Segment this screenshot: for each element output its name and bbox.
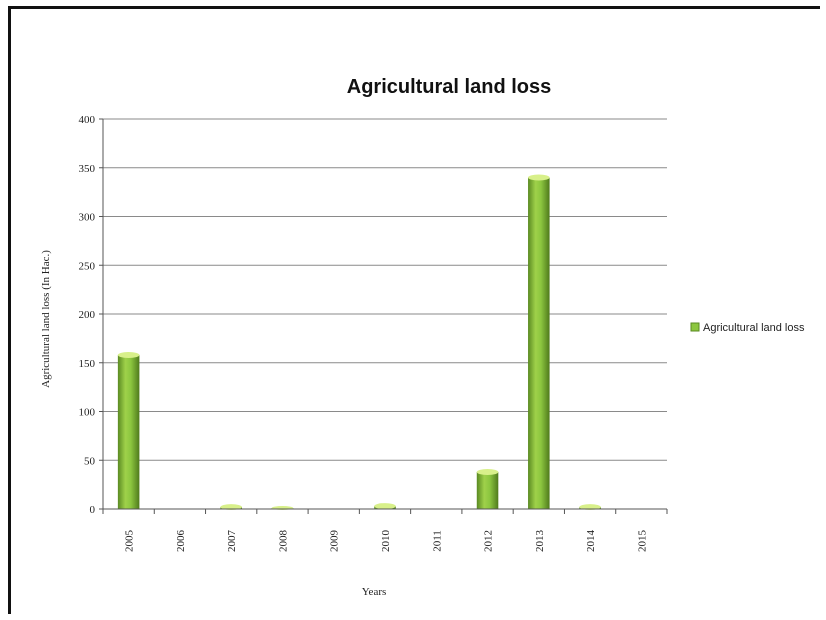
bar-2012 — [476, 468, 499, 509]
bar — [528, 177, 550, 509]
chart-frame: Agricultural land loss 0 50 100 150 200 250 30… — [8, 6, 820, 614]
y-tick-label: 50 — [84, 455, 96, 467]
y-tick-label: 0 — [90, 504, 96, 516]
x-tick-label: 2012 — [483, 530, 495, 552]
bar-top — [528, 174, 550, 181]
y-tick-label: 250 — [79, 260, 96, 272]
y-tick-label: 400 — [79, 114, 96, 126]
legend: Agricultural land loss — [690, 322, 805, 334]
y-tick-label: 300 — [79, 212, 96, 224]
y-tick-label: 200 — [79, 309, 96, 321]
x-axis-ticks: 2005 2006 2007 2008 2009 2010 2011 2012 2013 2014… — [124, 530, 649, 553]
x-tick-label: 2015 — [636, 530, 648, 553]
bars — [117, 174, 601, 510]
chart-svg: Agricultural land loss 0 50 100 150 200 250 30… — [40, 76, 805, 598]
chart-title: Agricultural land loss — [347, 76, 551, 98]
bar-2010 — [374, 503, 396, 510]
x-tick-label: 2011 — [431, 530, 443, 552]
x-tick-label: 2009 — [329, 530, 341, 553]
x-tick-label: 2013 — [534, 530, 546, 553]
bar-2005 — [117, 351, 140, 509]
gridlines — [103, 118, 667, 461]
bar — [117, 354, 140, 509]
legend-swatch — [690, 322, 700, 332]
x-tick-label: 2005 — [124, 530, 136, 553]
x-tick-label: 2007 — [226, 530, 238, 553]
x-axis-title: Years — [362, 586, 387, 598]
y-tick-label: 150 — [79, 358, 96, 370]
bar-2013 — [528, 174, 550, 509]
y-axis-title: Agricultural land loss (In Hac.) — [40, 250, 52, 388]
y-tick-label: 350 — [79, 163, 96, 175]
bar-top — [374, 503, 396, 510]
y-axis-ticks: 0 50 100 150 200 250 300 350 400 — [79, 114, 96, 516]
axes — [99, 118, 668, 514]
y-tick-label: 100 — [79, 407, 96, 419]
x-tick-label: 2008 — [277, 530, 289, 553]
x-tick-label: 2010 — [380, 530, 392, 553]
bar — [476, 471, 499, 509]
legend-label: Agricultural land loss — [703, 322, 805, 334]
x-tick-label: 2006 — [175, 530, 187, 553]
bar-top — [476, 468, 499, 475]
x-tick-label: 2014 — [585, 530, 597, 553]
bar-top — [117, 351, 140, 358]
